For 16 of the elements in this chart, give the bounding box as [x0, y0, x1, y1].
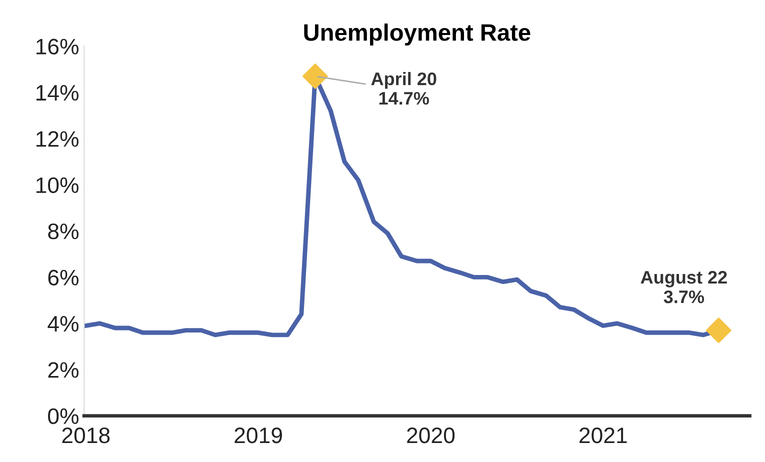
- y-tick-label: 14%: [36, 85, 78, 101]
- y-tick-label: 2%: [48, 362, 78, 378]
- y-tick-label: 6%: [48, 270, 78, 286]
- x-tick-label: 2020: [407, 428, 455, 444]
- chart-title: Unemployment Rate: [304, 24, 530, 46]
- y-tick-label: 0%: [48, 408, 78, 424]
- x-tick-label: 2021: [580, 428, 627, 444]
- y-tick-label: 10%: [36, 177, 78, 194]
- y-tick-label: 4%: [48, 316, 78, 332]
- x-tick-label: 2019: [234, 428, 282, 444]
- y-tick-label: 12%: [36, 131, 78, 147]
- x-tick-label: 2018: [62, 428, 110, 444]
- y-tick-label: 16%: [36, 38, 78, 54]
- y-tick-label: 8%: [48, 224, 78, 240]
- annotation: April 20 14.7%: [371, 72, 436, 105]
- annotation: August 22 3.7%: [640, 270, 727, 304]
